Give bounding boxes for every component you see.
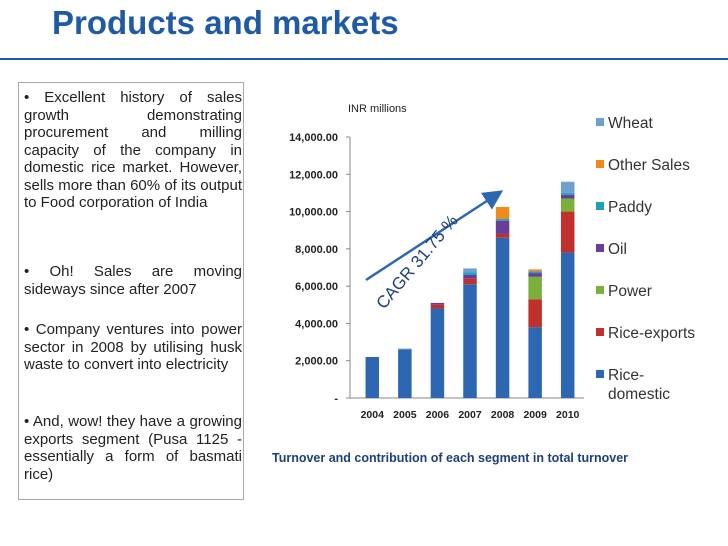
bar-power-2009: [528, 276, 542, 300]
chart-unit-label: INR millions: [348, 103, 407, 115]
bar-paddy-2007: [463, 272, 477, 275]
bar-oil-2010: [560, 194, 575, 199]
x-tick-label: 2006: [426, 409, 450, 421]
x-tick-label: 2010: [556, 409, 580, 421]
legend-label-line: Rice-: [608, 367, 644, 384]
legend-label-oil: Oil: [608, 241, 627, 258]
legend-swatch-rice-exports: [596, 328, 604, 336]
y-tick-label: 12,000.00: [289, 169, 338, 181]
bullet-2: • Oh! Sales are moving sideways since af…: [24, 263, 242, 298]
title-accent: [0, 0, 18, 52]
bullet-3: • Company ventures into power sector in …: [24, 321, 242, 373]
bar-wheat-2010: [560, 181, 575, 193]
x-tick-label: 2005: [393, 409, 417, 421]
bullet-textbox: • Excellent history of sales growth demo…: [18, 82, 244, 500]
bar-rice-domestic-2008: [495, 237, 510, 398]
y-tick-label: 4,000.00: [295, 318, 338, 330]
legend-swatch-paddy: [596, 202, 604, 210]
legend-label-wheat: Wheat: [608, 115, 653, 132]
chart-area: INR millions - 2,000.00 4,000.00 6,000.00 8,…: [262, 86, 728, 476]
bar-rice-exports-2007: [463, 278, 477, 285]
legend-swatch-power: [596, 286, 604, 294]
bar-paddy-2009: [528, 271, 542, 274]
bar-other-sales-2008: [495, 206, 510, 220]
y-tick-label: 6,000.00: [295, 281, 338, 293]
bar-rice-domestic-2005: [398, 349, 412, 398]
title-bar: Products and markets: [0, 0, 728, 60]
bar-rice-exports-2006: [430, 304, 445, 309]
x-tick-label: 2008: [491, 409, 515, 421]
bar-rice-domestic-2010: [560, 252, 575, 398]
cagr-arrow: [365, 190, 504, 282]
bar-rice-exports-2008: [495, 233, 510, 238]
legend-label-rice-domestic: Rice-domestic: [608, 367, 670, 403]
legend-swatch-rice-domestic: [596, 370, 604, 378]
legend-swatch-other-sales: [596, 160, 604, 168]
x-tick-label: 2009: [523, 409, 547, 421]
bar-rice-domestic-2009: [528, 327, 542, 398]
y-tick-label: 2,000.00: [295, 356, 338, 368]
legend-swatch-oil: [596, 244, 604, 252]
legend-label-rice-exports: Rice-exports: [608, 325, 695, 342]
bar-paddy-2008: [495, 219, 510, 221]
slide-title: Products and markets: [52, 4, 399, 41]
x-tick-label: 2004: [361, 409, 385, 421]
bar-wheat-2005: [398, 348, 412, 350]
bar-rice-domestic-2004: [365, 356, 380, 398]
bar-oil-2006: [430, 302, 445, 305]
bullet-4: • And, wow! they have a growing exports …: [24, 413, 242, 483]
y-tick-label: 14,000.00: [289, 132, 338, 144]
legend-swatch-wheat: [596, 118, 604, 126]
bar-oil-2007: [463, 274, 477, 279]
title-rule: [0, 58, 728, 60]
cagr-annotation: CAGR 31.75 %: [373, 211, 462, 312]
bar-rice-domestic-2007: [463, 284, 477, 398]
bar-rice-domestic-2006: [430, 308, 445, 398]
legend-label-power: Power: [608, 283, 652, 300]
legend-label-paddy: Paddy: [608, 199, 652, 216]
y-tick-label: 8,000.00: [295, 244, 338, 256]
legend-label-line: domestic: [608, 386, 670, 403]
stacked-bar-chart: INR millions - 2,000.00 4,000.00 6,000.00 8,…: [272, 103, 695, 465]
y-tick-label: 10,000.00: [289, 207, 338, 219]
legend-label-other-sales: Other Sales: [608, 157, 690, 174]
bar-wheat-2007: [463, 268, 477, 273]
chart-caption: Turnover and contribution of each segmen…: [272, 451, 628, 465]
bar-oil-2009: [528, 273, 542, 277]
bar-rice-exports-2010: [560, 211, 575, 253]
bar-power-2010: [560, 198, 575, 212]
y-tick-label: -: [334, 393, 338, 405]
bullet-1: • Excellent history of sales growth demo…: [24, 89, 242, 211]
bar-paddy-2010: [560, 192, 575, 195]
bar-rice-exports-2009: [528, 299, 542, 328]
bar-oil-2008: [495, 220, 510, 234]
x-tick-label: 2007: [458, 409, 482, 421]
bar-other-sales-2009: [528, 269, 542, 272]
